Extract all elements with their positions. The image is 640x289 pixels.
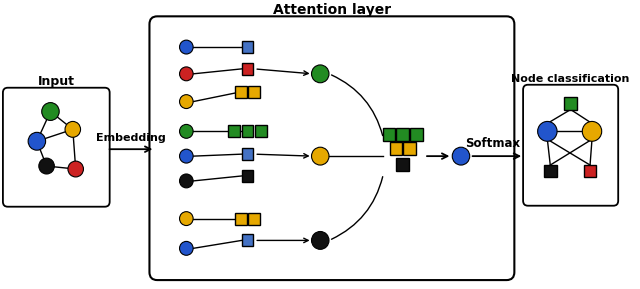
- Circle shape: [582, 121, 602, 141]
- Circle shape: [68, 161, 83, 177]
- Bar: [410, 128, 422, 141]
- Bar: [383, 128, 396, 141]
- Bar: [564, 97, 577, 110]
- Circle shape: [452, 147, 470, 165]
- Bar: [255, 125, 267, 137]
- Bar: [235, 86, 246, 98]
- Bar: [235, 213, 246, 225]
- Bar: [242, 148, 253, 160]
- Bar: [242, 234, 253, 246]
- Bar: [242, 41, 253, 53]
- Circle shape: [42, 103, 59, 121]
- Text: Node classification: Node classification: [511, 74, 630, 84]
- Text: Softmax: Softmax: [465, 137, 520, 150]
- Circle shape: [180, 174, 193, 188]
- Circle shape: [180, 40, 193, 54]
- Bar: [396, 158, 409, 171]
- Bar: [248, 86, 260, 98]
- Circle shape: [312, 65, 329, 83]
- FancyBboxPatch shape: [150, 16, 515, 280]
- Bar: [390, 142, 403, 155]
- Circle shape: [180, 212, 193, 225]
- Bar: [242, 170, 253, 182]
- Bar: [396, 128, 409, 141]
- Text: Attention layer: Attention layer: [273, 3, 391, 17]
- FancyBboxPatch shape: [3, 88, 109, 207]
- Bar: [403, 142, 416, 155]
- Text: Input: Input: [38, 75, 75, 88]
- Bar: [242, 63, 253, 75]
- Circle shape: [180, 149, 193, 163]
- Circle shape: [312, 231, 329, 249]
- Bar: [584, 164, 596, 177]
- Text: Embedding: Embedding: [96, 133, 166, 143]
- Circle shape: [180, 95, 193, 109]
- Circle shape: [28, 132, 45, 150]
- Bar: [248, 213, 260, 225]
- Bar: [242, 125, 253, 137]
- Circle shape: [39, 158, 54, 174]
- Circle shape: [180, 241, 193, 255]
- Bar: [228, 125, 240, 137]
- Circle shape: [312, 147, 329, 165]
- Circle shape: [538, 121, 557, 141]
- Bar: [544, 164, 557, 177]
- Circle shape: [180, 124, 193, 138]
- Circle shape: [180, 67, 193, 81]
- Circle shape: [65, 121, 81, 137]
- FancyBboxPatch shape: [523, 85, 618, 206]
